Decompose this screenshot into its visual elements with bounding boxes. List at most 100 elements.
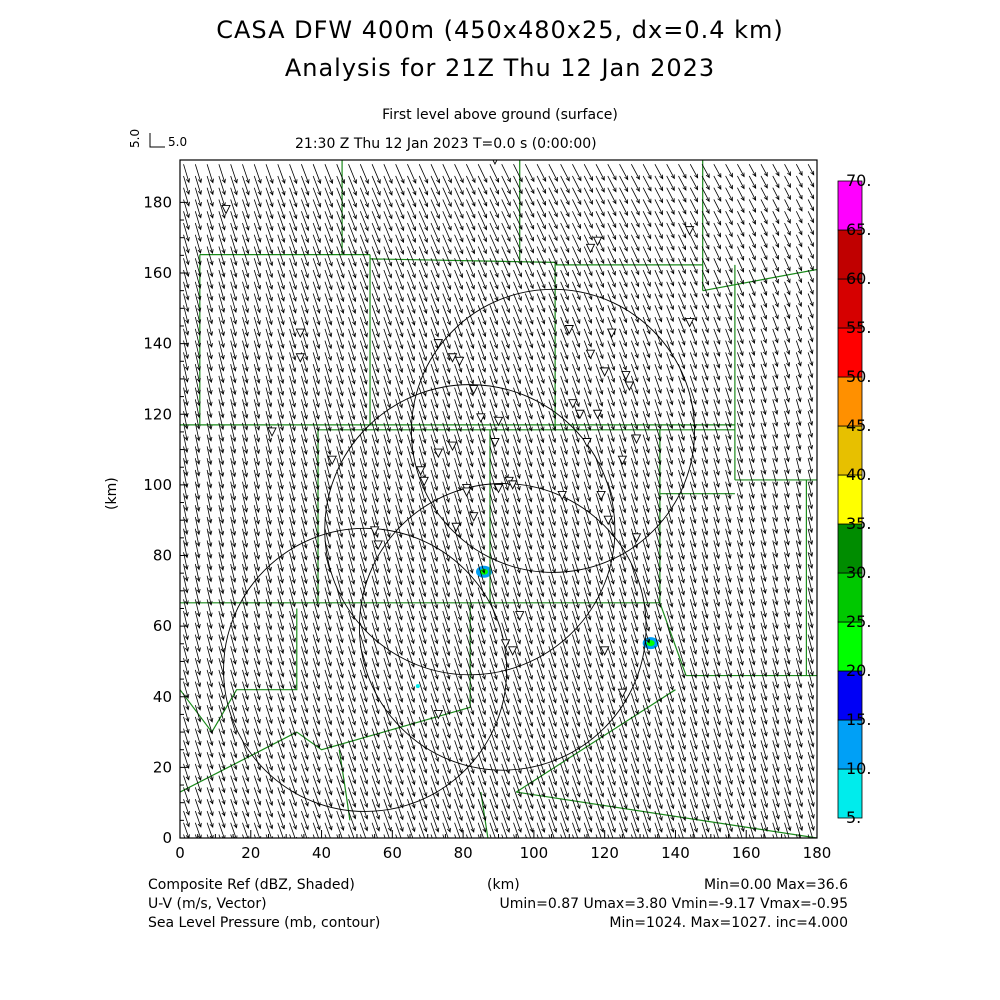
wind-vector: [642, 269, 651, 287]
wind-vector: [642, 399, 650, 418]
wind-vector: [583, 634, 592, 657]
wind-vector: [265, 269, 273, 290]
wind-vector: [277, 763, 285, 783]
wind-vector: [312, 716, 321, 737]
wind-vector: [418, 281, 428, 303]
wind-vector: [701, 587, 709, 608]
wind-vector: [501, 411, 510, 432]
wind-vector: [348, 740, 357, 761]
wind-vector: [713, 681, 721, 702]
wind-vector: [772, 305, 779, 320]
wind-vector: [607, 164, 617, 181]
wind-vector: [371, 199, 381, 220]
wind-vector: [206, 316, 213, 337]
wind-vector: [548, 763, 558, 786]
wind-vector: [371, 434, 379, 456]
wind-vector: [548, 587, 557, 610]
wind-vector: [277, 493, 284, 514]
wind-vector: [336, 704, 345, 726]
wind-vector: [807, 469, 813, 486]
wind-vector: [583, 316, 592, 336]
wind-vector: [583, 305, 593, 324]
wind-vector: [536, 434, 545, 456]
wind-vector: [807, 316, 814, 331]
wind-vector: [359, 575, 368, 597]
wind-vector: [430, 740, 440, 763]
wind-vector: [312, 681, 321, 702]
wind-vector: [513, 540, 521, 562]
wind-vector: [642, 305, 651, 323]
wind-vector: [348, 775, 357, 797]
wind-vector: [784, 669, 791, 689]
wind-vector: [548, 411, 557, 432]
wind-vector: [748, 458, 755, 476]
wind-vector: [336, 375, 344, 397]
wind-vector: [289, 199, 298, 220]
wind-vector: [713, 422, 720, 441]
y-tick-label: 120: [143, 405, 172, 423]
wind-vector: [348, 375, 356, 397]
wind-vector: [666, 164, 675, 180]
wind-vector: [265, 199, 274, 220]
wind-vector: [454, 387, 463, 409]
wind-vector: [513, 458, 521, 480]
wind-vector: [513, 787, 522, 810]
wind-vector: [371, 458, 379, 480]
wind-vector: [359, 787, 369, 809]
wind-vector: [324, 187, 334, 208]
wind-vector: [607, 575, 615, 597]
wind-vector: [336, 669, 344, 691]
wind-vector: [277, 516, 284, 537]
wind-vector: [218, 787, 226, 805]
wind-vector: [619, 352, 627, 371]
wind-vector: [642, 775, 651, 798]
wind-vector: [300, 516, 308, 538]
wind-vector: [206, 493, 213, 513]
wind-vector: [619, 375, 627, 395]
wind-vector: [336, 469, 344, 491]
wind-vector: [395, 328, 404, 350]
wind-vector: [666, 622, 674, 644]
x-tick-label: 0: [175, 844, 185, 862]
x-axis-label: (km): [487, 877, 520, 893]
wind-vector: [713, 399, 720, 417]
wind-vector: [524, 775, 534, 798]
wind-vector: [689, 387, 697, 406]
wind-vector: [619, 399, 627, 419]
wind-vector: [336, 599, 344, 620]
wind-vector: [560, 540, 568, 562]
wind-vector: [666, 281, 675, 299]
wind-vector: [430, 387, 439, 409]
wind-vector: [642, 293, 651, 311]
wind-vector: [501, 587, 510, 610]
wind-vector: [666, 716, 675, 739]
wind-vector: [607, 657, 616, 680]
wind-vector: [289, 552, 296, 573]
wind-vector: [442, 199, 452, 220]
wind-vector: [253, 211, 262, 232]
wind-vector: [218, 281, 226, 302]
wind-vector: [407, 375, 415, 397]
wind-vector: [465, 704, 475, 728]
wind-vector: [230, 799, 238, 817]
wind-vector: [230, 316, 237, 337]
wind-vector: [701, 375, 709, 393]
wind-vector: [583, 187, 593, 205]
wind-vector: [784, 587, 791, 606]
wind-vector: [407, 540, 415, 562]
station-marker: [454, 356, 465, 367]
wind-vector: [748, 234, 756, 249]
wind-vector: [642, 810, 652, 833]
wind-vector: [454, 540, 462, 563]
wind-vector: [336, 328, 344, 350]
wind-vector: [513, 587, 521, 610]
wind-vector: [784, 775, 792, 796]
wind-vector: [183, 246, 190, 266]
wind-vector: [678, 246, 686, 263]
wind-vector: [454, 716, 463, 739]
wind-vector: [454, 810, 463, 833]
wind-vector: [218, 364, 225, 384]
wind-vector: [395, 352, 404, 374]
wind-vector: [300, 493, 308, 514]
wind-vector: [265, 752, 273, 771]
